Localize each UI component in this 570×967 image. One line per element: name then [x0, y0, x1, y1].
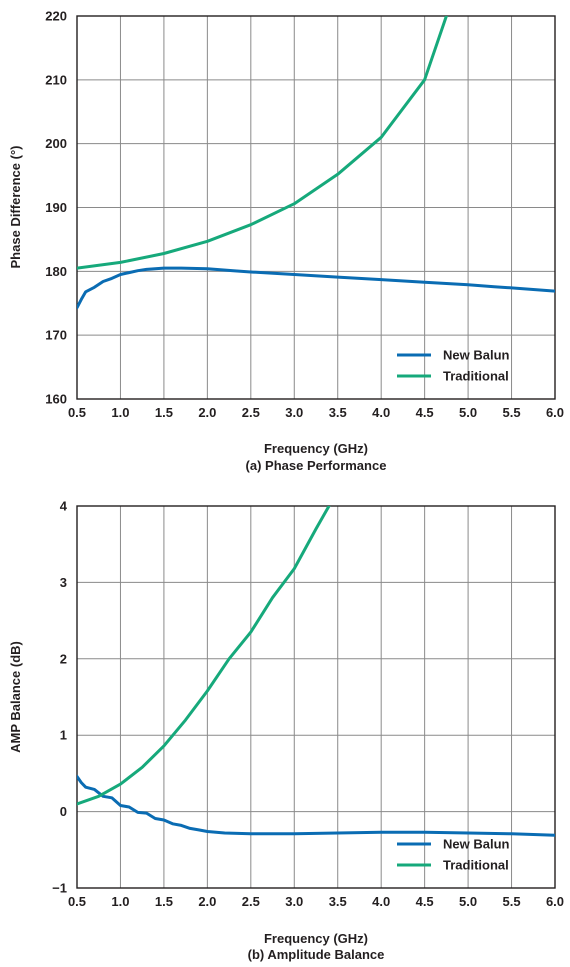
phase-plot-frame — [76, 15, 556, 400]
amp-y-tick-label: 2 — [60, 651, 67, 666]
phase-gridlines — [77, 16, 555, 399]
phase-x-tick-labels: 0.5 1.0 1.5 2.0 2.5 3.0 3.5 4.0 4.5 5.0 5.5 6.0 — [68, 405, 564, 420]
phase-x-tick-label: 5.0 — [459, 405, 477, 420]
amp-x-tick-label: 3.0 — [285, 894, 303, 909]
phase-legend-label-traditional: Traditional — [443, 369, 509, 384]
phase-x-tick-label: 3.5 — [329, 405, 347, 420]
amp-x-tick-label: 4.0 — [372, 894, 390, 909]
phase-x-tick-label: 5.5 — [503, 405, 521, 420]
phase-y-tick-label: 220 — [45, 9, 67, 24]
phase-x-tick-label: 3.0 — [285, 405, 303, 420]
amp-x-tick-labels: 0.5 1.0 1.5 2.0 2.5 3.0 3.5 4.0 4.5 5.0 5.5 6.0 — [68, 894, 564, 909]
phase-y-tick-labels: 160 170 180 190 200 210 220 — [45, 9, 67, 407]
amplitude-balance-panel: 0.5 1.0 1.5 2.0 2.5 3.0 3.5 4.0 4.5 5.0 5.5 6.0 −10… — [8, 499, 564, 963]
phase-y-axis-label: Phase Difference (°) — [8, 146, 23, 269]
amp-x-tick-label: 2.0 — [198, 894, 216, 909]
amp-y-tick-label: 0 — [60, 804, 67, 819]
amp-y-axis-label: AMP Balance (dB) — [8, 641, 23, 753]
phase-x-tick-label: 2.0 — [198, 405, 216, 420]
phase-y-tick-label: 180 — [45, 264, 67, 279]
amp-legend-label-new-balun: New Balun — [443, 837, 510, 852]
phase-panel-caption: (a) Phase Performance — [246, 458, 387, 473]
amp-x-axis-label: Frequency (GHz) — [264, 931, 368, 946]
phase-x-axis-label: Frequency (GHz) — [264, 441, 368, 456]
phase-legend-label-new-balun: New Balun — [443, 348, 510, 363]
amp-gridlines — [77, 506, 555, 888]
amp-x-tick-label: 5.0 — [459, 894, 477, 909]
amp-new-balun-line — [77, 775, 555, 837]
amp-y-tick-label: 4 — [60, 499, 68, 514]
amp-y-tick-label: 3 — [60, 575, 67, 590]
phase-y-tick-label: 170 — [45, 328, 67, 343]
amp-x-tick-label: 6.0 — [546, 894, 564, 909]
amp-plot-frame — [76, 505, 556, 889]
amp-x-tick-label: 3.5 — [329, 894, 347, 909]
amp-y-tick-label: −1 — [52, 881, 67, 896]
phase-y-tick-label: 200 — [45, 136, 67, 151]
amp-legend: New Balun Traditional — [397, 837, 510, 873]
amp-traditional-line — [77, 506, 331, 806]
phase-new-balun-line — [77, 266, 555, 310]
amp-x-tick-label: 2.5 — [242, 894, 260, 909]
amp-x-tick-label: 1.0 — [111, 894, 129, 909]
amp-x-tick-label: 1.5 — [155, 894, 173, 909]
phase-x-tick-label: 2.5 — [242, 405, 260, 420]
phase-y-tick-label: 160 — [45, 392, 67, 407]
amp-x-tick-label: 4.5 — [416, 894, 434, 909]
phase-legend: New Balun Traditional — [397, 348, 510, 384]
phase-x-tick-label: 6.0 — [546, 405, 564, 420]
phase-x-tick-label: 4.0 — [372, 405, 390, 420]
phase-series-layer — [77, 16, 555, 310]
phase-x-tick-label: 1.0 — [111, 405, 129, 420]
phase-x-tick-label: 0.5 — [68, 405, 86, 420]
phase-y-tick-label: 210 — [45, 72, 67, 87]
phase-performance-panel: 0.5 1.0 1.5 2.0 2.5 3.0 3.5 4.0 4.5 5.0 5.5 6.0 160… — [8, 9, 564, 474]
phase-x-tick-label: 4.5 — [416, 405, 434, 420]
amp-y-tick-label: 1 — [60, 728, 67, 743]
amp-legend-label-traditional: Traditional — [443, 858, 509, 873]
amp-panel-caption: (b) Amplitude Balance — [248, 947, 385, 962]
phase-traditional-line — [77, 16, 448, 270]
phase-x-tick-label: 1.5 — [155, 405, 173, 420]
amp-y-tick-labels: −1 0 1 2 3 4 — [52, 499, 68, 896]
amp-x-tick-label: 5.5 — [503, 894, 521, 909]
amp-series-layer — [77, 506, 555, 837]
amp-x-tick-label: 0.5 — [68, 894, 86, 909]
phase-y-tick-label: 190 — [45, 200, 67, 215]
